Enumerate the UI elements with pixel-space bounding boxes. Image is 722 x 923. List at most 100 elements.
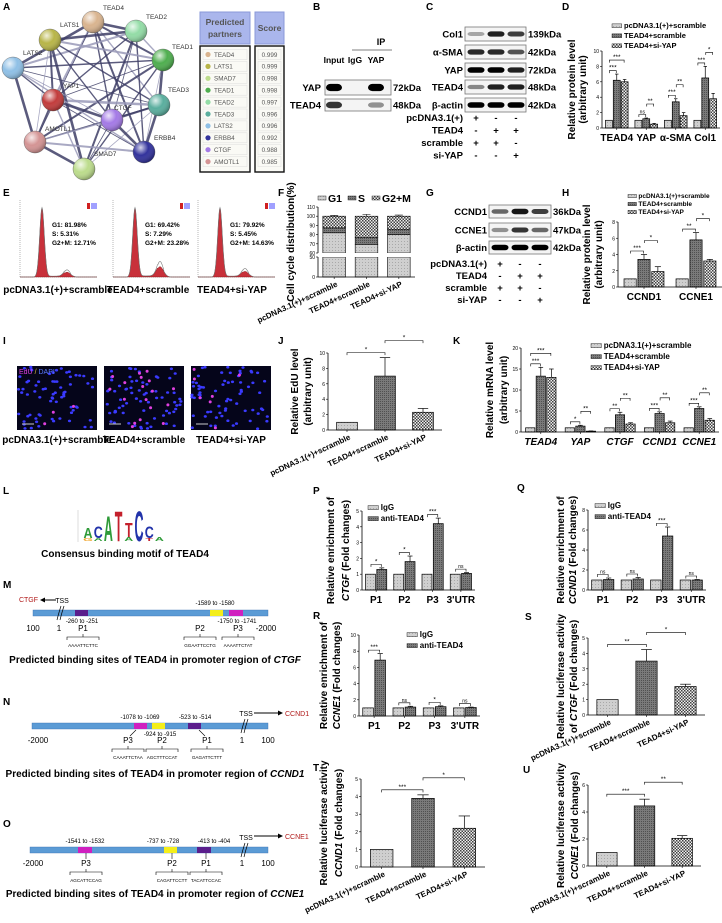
significance-marker: * [428, 696, 441, 705]
network-node-smad7: SMAD7 [72, 151, 117, 181]
dapi-nucleus [161, 414, 166, 417]
site-box [188, 723, 201, 729]
network-node-erbb4: ERBB4 [132, 135, 176, 164]
edu-positive-nucleus [108, 387, 112, 391]
bar [422, 707, 435, 717]
y-tick-label: 6 [612, 236, 615, 242]
edu-positive-nucleus [141, 385, 145, 388]
dapi-nucleus [229, 398, 233, 402]
partner-name: ERBB4 [214, 135, 235, 142]
partner-name: AMOTL1 [214, 159, 240, 166]
partner-score: 0.998 [262, 76, 278, 83]
significance-label: ** [687, 223, 693, 230]
network-edge [11, 67, 37, 143]
table-row: SMAD7 0.998 [202, 73, 282, 84]
x-tick-label: YAP [636, 133, 656, 144]
chart-r: Relative enrichment of CCNE1 (Fold change… [319, 621, 480, 732]
bar [575, 425, 586, 433]
dapi-nucleus [226, 397, 230, 401]
bar [535, 375, 546, 433]
significance-bracket [368, 649, 380, 653]
dapi-nucleus [65, 371, 69, 374]
significance-marker: ** [644, 776, 683, 785]
dapi-nucleus [51, 392, 55, 396]
dapi-nucleus [89, 425, 93, 429]
node-label: CTGF [114, 105, 132, 112]
protein-band [507, 102, 525, 108]
promoter-caption: Predicted binding sites of TEAD4 in prom… [9, 655, 302, 666]
legend-swatch [627, 202, 637, 206]
dapi-nucleus [228, 371, 232, 375]
dapi-nucleus [197, 393, 201, 396]
legend-icon [180, 203, 183, 209]
significance-marker: ** [682, 223, 696, 232]
significance-bracket [370, 564, 382, 567]
y-tick-label: 4 [582, 548, 585, 554]
legend-icon [265, 203, 268, 209]
bar [704, 419, 715, 433]
dapi-nucleus [175, 404, 179, 407]
y-tick-label: 8 [353, 649, 356, 655]
dapi-nucleus [226, 381, 230, 384]
partner-name: TEAD3 [214, 111, 235, 118]
node-label: LATS1 [60, 22, 80, 29]
y-tick-label: 60 [309, 251, 315, 257]
significance-bracket [675, 84, 684, 88]
protein-band [487, 31, 505, 37]
bar [452, 827, 476, 868]
dapi-nucleus [51, 371, 55, 374]
dapi-nucleus [125, 402, 129, 405]
y-tick-label: 6 [582, 783, 585, 789]
dapi-nucleus [106, 389, 110, 393]
significance-marker: * [370, 558, 382, 567]
y-axis-label-part: CCNE1 [332, 695, 343, 729]
node-shine [152, 49, 174, 71]
kda-label: 42kDa [528, 101, 557, 112]
row-cell [257, 84, 282, 96]
significance-bracket [459, 703, 471, 707]
y-tick-label: 6 [582, 528, 585, 534]
y-tick-label: 6 [596, 80, 599, 86]
bar [564, 427, 575, 433]
significance-marker: ns [685, 571, 697, 579]
bar [633, 805, 656, 867]
dapi-nucleus [230, 380, 235, 384]
significance-label: * [375, 558, 378, 565]
position-label: -2000 [28, 736, 49, 745]
legend-label: TEAD4+si-YAP [604, 363, 661, 372]
site-range: -260 to -251 [66, 619, 99, 625]
site-box [210, 610, 223, 616]
bar [679, 115, 688, 129]
dapi-nucleus [223, 409, 227, 412]
network-edge [12, 30, 137, 69]
edu-positive-nucleus [72, 404, 75, 408]
row-cell [257, 49, 282, 60]
bar [694, 408, 705, 433]
binding-site-p1: -413 to -404 P1 TACATTCCAC [189, 839, 231, 883]
row-cell [257, 96, 282, 108]
dapi-nucleus [108, 411, 112, 415]
legend-label: IgG [420, 630, 433, 639]
node-shine [2, 57, 24, 79]
y-axis-label: (arbitrary unit) [499, 356, 510, 424]
significance-label: ** [583, 405, 589, 412]
bar [625, 423, 636, 433]
legend-label: S [358, 193, 365, 205]
motif-letter: C [94, 524, 103, 542]
error-bar [394, 214, 403, 217]
y-tick-label: 0 [582, 864, 585, 870]
motif-letter: C [134, 503, 143, 550]
site-name: P3 [81, 859, 91, 868]
y-axis-label: CTGF (Fold changes) [341, 500, 352, 601]
y-axis-label-part: (arbitrary unit) [499, 356, 510, 424]
fit-outline [20, 206, 97, 278]
y-tick-label: 70 [309, 242, 315, 248]
bar [654, 413, 665, 433]
row-cell [257, 120, 282, 132]
condition-sign: - [518, 295, 521, 306]
site-box [197, 847, 211, 853]
dapi-nucleus [74, 405, 78, 408]
x-tick-label: TEAD4 [600, 133, 633, 144]
